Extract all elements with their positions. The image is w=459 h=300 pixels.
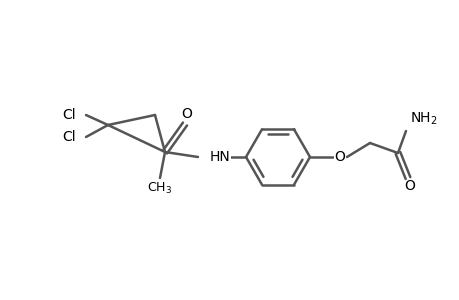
Text: HN: HN [210, 150, 230, 164]
Text: NH$_2$: NH$_2$ [409, 111, 437, 127]
Text: CH$_3$: CH$_3$ [147, 181, 172, 196]
Text: Cl: Cl [62, 108, 76, 122]
Text: O: O [181, 107, 192, 121]
Text: O: O [403, 179, 414, 193]
Text: Cl: Cl [62, 130, 76, 144]
Text: O: O [334, 150, 345, 164]
